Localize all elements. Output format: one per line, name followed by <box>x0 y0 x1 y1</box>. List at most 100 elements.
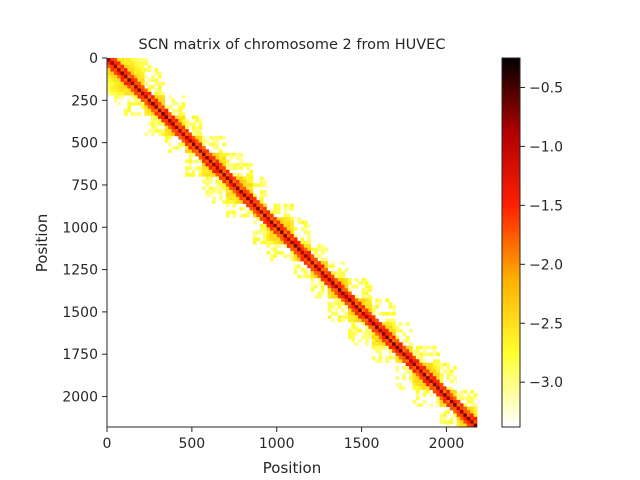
heatmap-cell <box>412 376 417 380</box>
heatmap-cell <box>242 183 247 187</box>
heatmap-cell <box>171 118 176 123</box>
heatmap-cell <box>463 413 468 418</box>
heatmap-cell <box>235 176 240 181</box>
heatmap-cell <box>249 169 254 174</box>
heatmap-cell <box>402 352 407 357</box>
heatmap-cell <box>378 338 383 343</box>
heatmap-cell <box>256 230 261 235</box>
heatmap-cell <box>222 166 227 171</box>
heatmap-cell <box>174 146 179 150</box>
heatmap-cell <box>348 311 352 316</box>
heatmap-cell <box>331 305 335 309</box>
heatmap-cell <box>191 139 196 143</box>
heatmap-cell <box>130 88 135 93</box>
heatmap-cell <box>327 274 332 279</box>
heatmap-cell <box>195 129 199 133</box>
heatmap-cell <box>249 190 254 194</box>
heatmap-cell <box>303 250 308 255</box>
heatmap-cell <box>205 173 210 177</box>
heatmap-cell <box>225 190 230 194</box>
heatmap-cell <box>256 203 261 208</box>
heatmap-cell <box>205 166 210 171</box>
heatmap-cell <box>107 88 111 93</box>
heatmap-cell <box>151 132 155 137</box>
heatmap-cell <box>242 186 247 191</box>
heatmap-cell <box>446 372 451 377</box>
heatmap-cell <box>470 399 474 404</box>
heatmap-cell <box>422 359 427 363</box>
heatmap-cell <box>110 88 115 93</box>
heatmap-cell <box>246 162 250 167</box>
heatmap-cell <box>229 179 233 184</box>
heatmap-cell <box>273 237 278 242</box>
heatmap-cell <box>473 410 478 414</box>
heatmap-cell <box>208 166 213 171</box>
heatmap-cell <box>371 308 376 313</box>
heatmap-cell <box>385 298 390 303</box>
heatmap-cell <box>127 68 132 72</box>
heatmap-cell <box>415 403 420 407</box>
heatmap-cell <box>208 156 213 160</box>
heatmap-cell <box>154 118 159 123</box>
heatmap-cell <box>269 223 274 228</box>
heatmap-cell <box>341 298 345 303</box>
heatmap-cell <box>144 132 149 137</box>
heatmap-cell <box>208 162 213 167</box>
heatmap-cell <box>130 95 135 99</box>
heatmap-cell <box>164 129 169 133</box>
heatmap-cell <box>398 322 403 326</box>
heatmap-cell <box>154 112 159 116</box>
heatmap-cell <box>293 264 298 269</box>
heatmap-cell <box>436 393 440 397</box>
heatmap-cell <box>113 58 118 62</box>
heatmap-cell <box>334 294 339 299</box>
heatmap-cell <box>385 355 390 360</box>
heatmap-cell <box>229 190 233 194</box>
heatmap-cell <box>283 213 288 218</box>
heatmap-cell <box>348 281 352 286</box>
heatmap-cell <box>242 206 247 211</box>
heatmap-cell <box>273 206 278 211</box>
heatmap-cell <box>239 190 244 194</box>
heatmap-cell <box>168 115 172 120</box>
heatmap-cell <box>181 139 186 143</box>
heatmap-cell <box>174 115 179 120</box>
heatmap-cell <box>409 379 413 384</box>
heatmap-cell <box>123 61 128 66</box>
heatmap-cell <box>385 345 390 350</box>
heatmap-cell <box>415 376 420 380</box>
heatmap-cell <box>181 95 186 99</box>
heatmap-cell <box>127 58 132 62</box>
heatmap-cell <box>266 217 271 221</box>
colorbar-tick-label: −2.0 <box>529 257 563 273</box>
heatmap-cell <box>303 220 308 225</box>
heatmap-cell <box>137 81 142 86</box>
heatmap-cell <box>239 152 244 157</box>
heatmap-cell <box>385 359 390 363</box>
heatmap-cell <box>466 416 471 421</box>
heatmap-cell <box>402 345 407 350</box>
heatmap-cell <box>354 284 359 289</box>
heatmap-cell <box>443 389 447 394</box>
heatmap-cell <box>280 223 284 228</box>
heatmap-cell <box>470 410 474 414</box>
heatmap-cell <box>320 247 325 252</box>
heatmap-cell <box>117 64 121 69</box>
heatmap-cell <box>120 95 125 99</box>
heatmap-cell <box>463 389 468 394</box>
heatmap-cell <box>249 162 254 167</box>
heatmap-cell <box>303 247 308 252</box>
heatmap-cell <box>310 281 315 286</box>
chart-title: SCN matrix of chromosome 2 from HUVEC <box>139 37 446 53</box>
heatmap-cell <box>297 250 301 255</box>
heatmap-cell <box>415 372 420 377</box>
heatmap-cell <box>286 206 291 211</box>
heatmap-cell <box>375 332 379 336</box>
heatmap-cell <box>263 240 267 245</box>
heatmap-cell <box>263 237 267 242</box>
heatmap-cell <box>212 173 216 177</box>
heatmap-cell <box>446 410 451 414</box>
heatmap-cell <box>303 267 308 272</box>
heatmap-cell <box>134 68 138 72</box>
heatmap-cell <box>405 345 410 350</box>
